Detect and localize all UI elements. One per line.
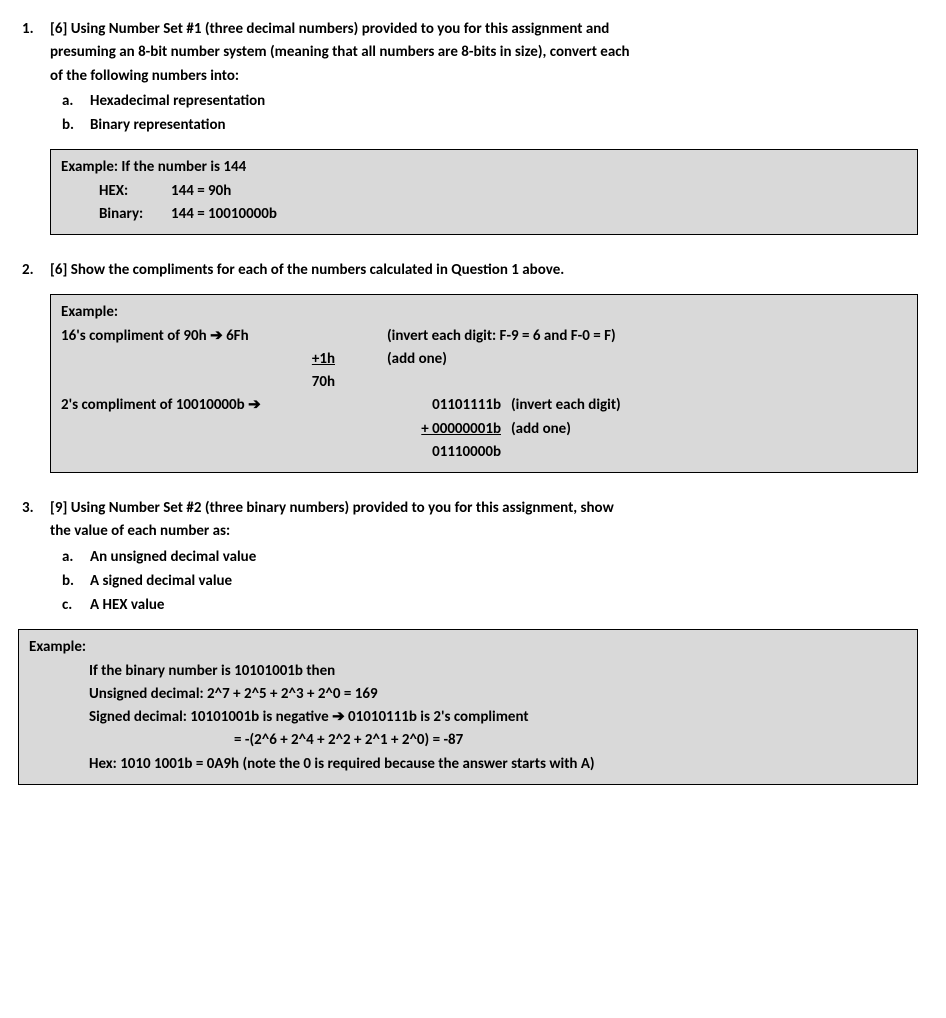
comp-hex-line1: 16's compliment of 90h ➔ 6Fh (invert eac… (61, 325, 907, 348)
example-value: 144 = 10010000b (171, 203, 907, 226)
question-1: 1. [6] Using Number Set #1 (three decima… (18, 18, 918, 241)
comp-spacer (61, 441, 387, 464)
comp-bin-line1: 2's compliment of 10010000b ➔ 01101111b … (61, 394, 907, 417)
text-line: Show the compliments for each of the num… (71, 261, 565, 279)
example-label: HEX: (61, 180, 171, 203)
question-body: [6] Show the compliments for each of the… (50, 259, 918, 479)
comp-bin-line2: + 00000001b (add one) (61, 418, 907, 441)
sub-marker: b. (62, 114, 90, 137)
sub-item-a: a. An unsigned decimal value (50, 546, 918, 569)
example-title: Example: If the number is 144 (61, 156, 907, 179)
text-line: presuming an 8-bit number system (meanin… (50, 43, 630, 61)
comp-hex-line3: 70h (61, 371, 907, 394)
points-tag: [9] (50, 499, 67, 517)
comp-result: 70h (61, 371, 387, 394)
comp-bin-line3: 01110000b (61, 441, 907, 464)
signed-lhs: Signed decimal: 10101001b is negative (89, 708, 329, 726)
text-line: the value of each number as: (50, 522, 230, 540)
example-box-2: Example: 16's compliment of 90h ➔ 6Fh (i… (50, 294, 918, 473)
sub-item-c: c. A HEX value (50, 594, 918, 617)
points-tag: [6] (50, 261, 67, 279)
ex3-signed: Signed decimal: 10101001b is negative ➔ … (29, 706, 907, 729)
sub-list: a. An unsigned decimal value b. A signed… (50, 546, 918, 618)
sub-list: a. Hexadecimal representation b. Binary … (50, 90, 918, 138)
text-line: Using Number Set #2 (three binary number… (71, 499, 614, 517)
question-text: [6] Show the compliments for each of the… (50, 259, 918, 282)
example-row-binary: Binary: 144 = 10010000b (61, 203, 907, 226)
sub-text: Binary representation (90, 114, 226, 137)
example-value: 144 = 90h (171, 180, 907, 203)
comp-result: 01110000b (387, 441, 511, 464)
arrow-icon: ➔ (248, 396, 261, 414)
ex3-signed-calc: = -(2^6 + 2^4 + 2^2 + 2^1 + 2^0) = -87 (29, 729, 907, 752)
comp-text: 2's compliment of 10010000b ➔ (61, 394, 387, 417)
question-text: [9] Using Number Set #2 (three binary nu… (50, 497, 918, 544)
question-3: 3. [9] Using Number Set #2 (three binary… (18, 497, 918, 791)
arrow-icon: ➔ (210, 327, 223, 345)
add-one: +1h (312, 350, 335, 368)
example-label: Binary: (61, 203, 171, 226)
comp-note: (add one) (511, 418, 907, 441)
comp-note: (add one) (387, 348, 907, 371)
question-text: [6] Using Number Set #1 (three decimal n… (50, 18, 918, 88)
comp-spacer (61, 418, 387, 441)
question-number: 1. (18, 18, 50, 241)
sub-item-b: b. Binary representation (50, 114, 918, 137)
comp-val: 01101111b (387, 394, 511, 417)
sub-text: Hexadecimal representation (90, 90, 265, 113)
sub-item-a: a. Hexadecimal representation (50, 90, 918, 113)
question-body: [6] Using Number Set #1 (three decimal n… (50, 18, 918, 241)
comp-lhs: 2's compliment of 10010000b (61, 396, 245, 414)
comp-note: (invert each digit) (511, 394, 907, 417)
question-number: 2. (18, 259, 50, 479)
example-title: Example: (29, 636, 907, 659)
question-2: 2. [6] Show the compliments for each of … (18, 259, 918, 479)
ex3-if: If the binary number is 10101001b then (29, 660, 907, 683)
example-title: Example: (61, 301, 907, 324)
sub-text: A signed decimal value (90, 570, 232, 593)
example-box-3: Example: If the binary number is 1010100… (18, 629, 918, 785)
comp-text: 16's compliment of 90h ➔ 6Fh (61, 325, 387, 348)
text-line: of the following numbers into: (50, 67, 239, 85)
ex3-unsigned: Unsigned decimal: 2^7 + 2^5 + 2^3 + 2^0 … (29, 683, 907, 706)
example-row-hex: HEX: 144 = 90h (61, 180, 907, 203)
ex3-hex: Hex: 1010 1001b = 0A9h (note the 0 is re… (29, 753, 907, 776)
comp-val: + 00000001b (387, 418, 511, 441)
sub-marker: b. (62, 570, 90, 593)
comp-rhs: 6Fh (226, 327, 249, 345)
sub-marker: a. (62, 546, 90, 569)
comp-note: (invert each digit: F-9 = 6 and F-0 = F) (387, 325, 907, 348)
points-tag: [6] (50, 20, 67, 38)
comp-lhs: 16's compliment of 90h (61, 327, 207, 345)
text-line: Using Number Set #1 (three decimal numbe… (71, 20, 610, 38)
signed-rhs: 01010111b is 2's compliment (348, 708, 529, 726)
arrow-icon: ➔ (332, 708, 345, 726)
sub-text: A HEX value (90, 594, 164, 617)
sub-item-b: b. A signed decimal value (50, 570, 918, 593)
comp-text: +1h (61, 348, 387, 371)
example-box-1: Example: If the number is 144 HEX: 144 =… (50, 149, 918, 235)
question-list: 1. [6] Using Number Set #1 (three decima… (18, 18, 918, 791)
sub-marker: a. (62, 90, 90, 113)
sub-text: An unsigned decimal value (90, 546, 256, 569)
comp-hex-line2: +1h (add one) (61, 348, 907, 371)
sub-marker: c. (62, 594, 90, 617)
question-body: [9] Using Number Set #2 (three binary nu… (50, 497, 918, 791)
